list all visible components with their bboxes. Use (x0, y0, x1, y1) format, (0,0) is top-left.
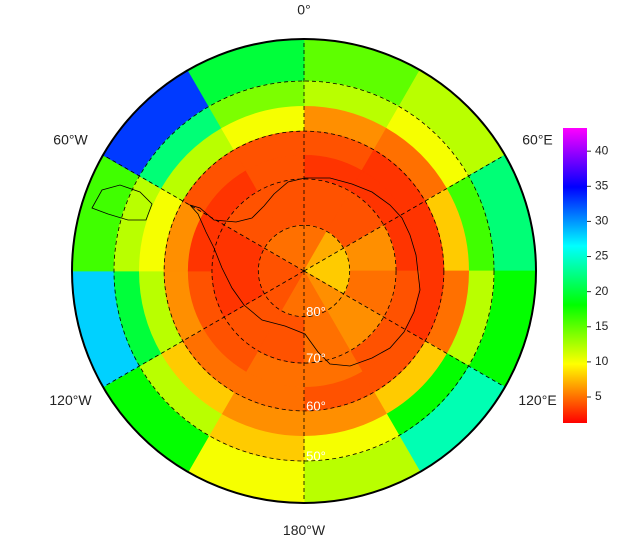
colorbar-tick-label: 5 (595, 389, 602, 403)
parallel-label: 80° (306, 304, 326, 319)
colorbar-tick-label: 35 (595, 178, 609, 192)
parallel-label: 50° (306, 448, 326, 463)
colorbar-ticks: 5 10 15 20 25 30 35 40 (587, 143, 609, 403)
labels: 0° 60°E 120°E 180°W 120°W 60°W 80° 70° 60° 50° (49, 1, 556, 538)
parallel-label: 60° (306, 398, 326, 413)
meridian (102, 270, 305, 388)
parallel-label: 70° (306, 350, 326, 365)
meridian-label: 0° (297, 1, 310, 17)
parallel (163, 130, 445, 412)
colorbar-tick-label: 25 (595, 249, 609, 263)
colorbar-tick-label: 10 (595, 354, 609, 368)
parallel (257, 224, 351, 318)
map-boundary (71, 38, 537, 504)
south-america-coast (91, 184, 153, 221)
parallel (113, 80, 495, 462)
meridian (303, 270, 506, 388)
meridian-label: 60°E (522, 131, 553, 147)
meridian-label: 120°E (518, 392, 556, 408)
colorbar (563, 128, 587, 423)
meridian-label: 60°W (53, 131, 88, 147)
graticule (102, 38, 506, 504)
meridian (102, 154, 305, 272)
colorbar-tick-label: 40 (595, 143, 609, 157)
colorbar-tick-label: 30 (595, 214, 609, 228)
colorbar-tick-label: 15 (595, 319, 609, 333)
colorbar-tick-label: 20 (595, 284, 609, 298)
antarctica-coast (188, 177, 421, 367)
parallel (211, 178, 397, 364)
meridian (303, 154, 506, 272)
meridian-label: 180°W (283, 522, 326, 538)
meridian-label: 120°W (49, 392, 92, 408)
coastline (91, 177, 421, 367)
